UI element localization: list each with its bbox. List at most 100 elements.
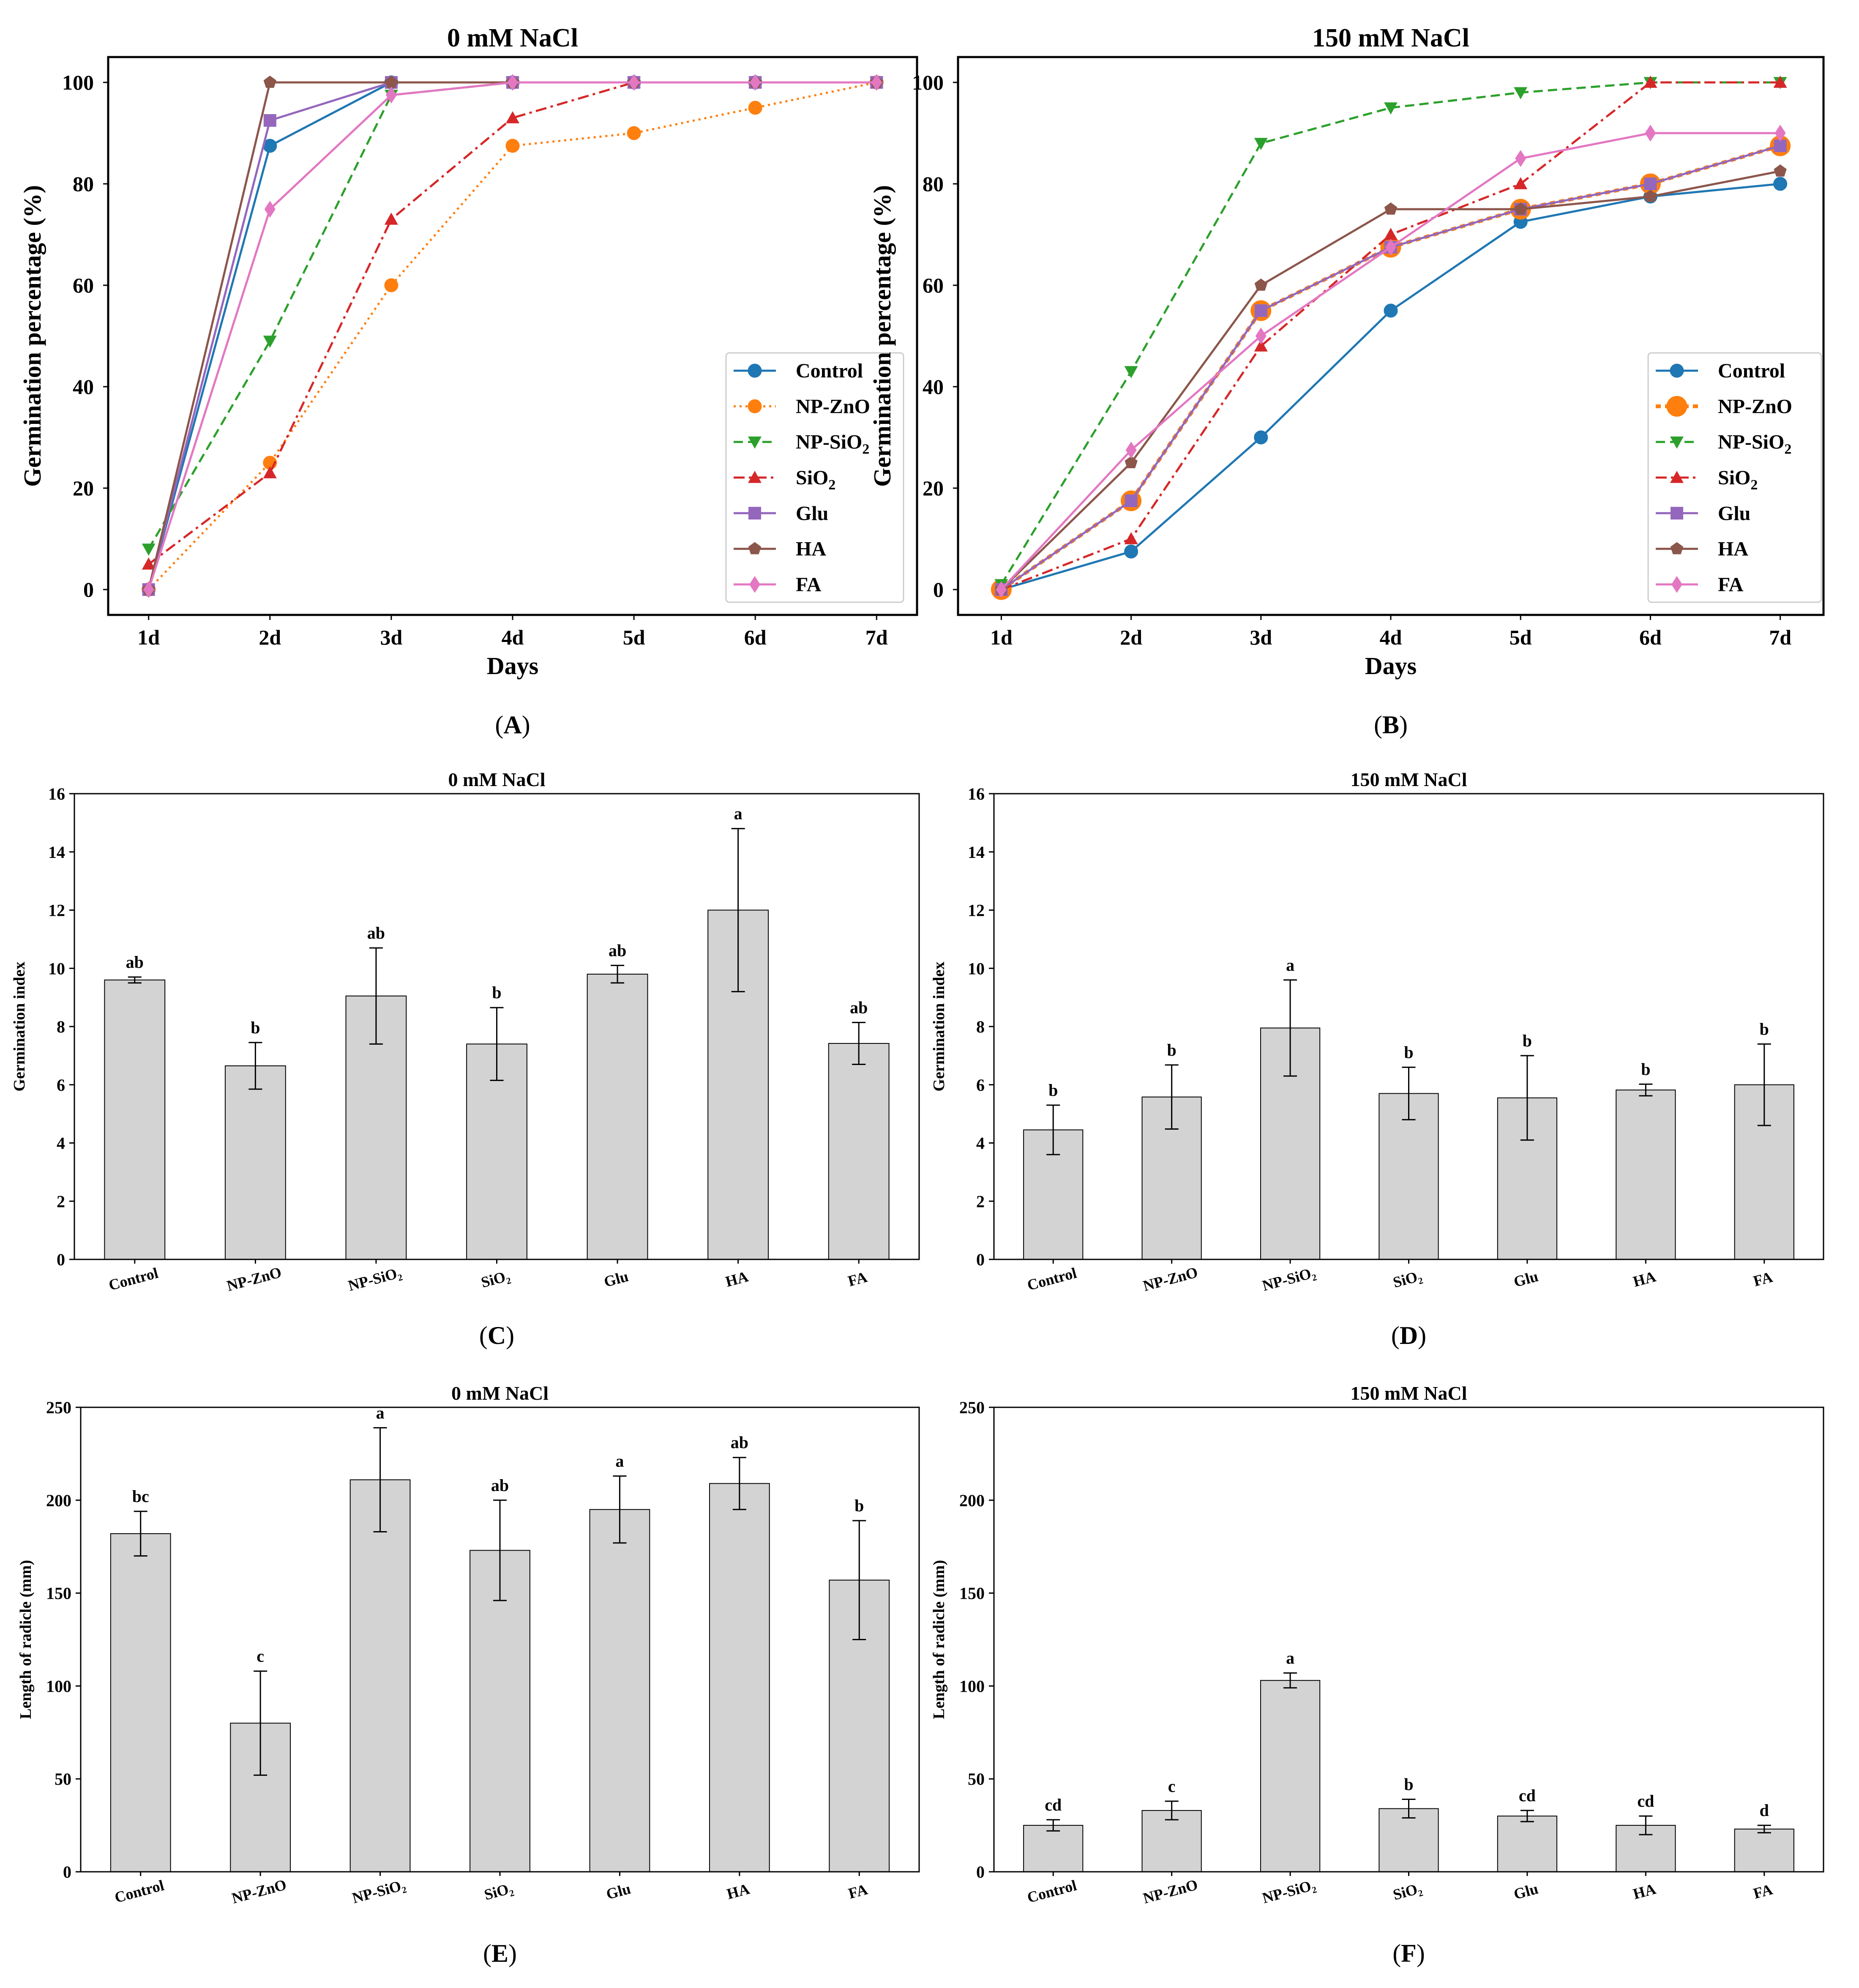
- y-axis-label: Germination percentage (%): [868, 185, 896, 487]
- bar: [589, 1509, 650, 1872]
- legend-label: NP-SiO2: [1718, 431, 1791, 457]
- x-tick-label: HA: [723, 1268, 750, 1290]
- y-tick-label: 60: [73, 273, 94, 297]
- panel-b-chart: 150 mM NaCl Germination percentage (%) Day…: [868, 24, 1825, 739]
- data-point: [264, 201, 276, 218]
- significance-letter: cd: [1637, 1791, 1654, 1810]
- significance-letter: ab: [850, 998, 868, 1017]
- data-point: [142, 543, 156, 556]
- y-tick-label: 250: [46, 1398, 71, 1417]
- legend-label: SiO2: [1718, 467, 1758, 493]
- legend-label: HA: [796, 538, 826, 560]
- legend-label: HA: [1718, 538, 1748, 560]
- x-tick-label: SiO₂: [1391, 1267, 1424, 1291]
- data-point: [1515, 150, 1526, 167]
- legend-swatch-marker: [748, 399, 762, 413]
- legend-label: NP-ZnO: [796, 395, 870, 418]
- legend-swatch-marker: [748, 507, 761, 520]
- y-tick-label: 150: [46, 1584, 71, 1603]
- significance-letter: a: [615, 1452, 624, 1471]
- y-tick-label: 2: [57, 1192, 65, 1211]
- bar: [1734, 1828, 1794, 1873]
- data-point: [750, 74, 761, 91]
- y-tick-label: 100: [959, 1677, 985, 1696]
- x-tick-label: Control: [1025, 1264, 1078, 1294]
- x-tick-label: Glu: [1512, 1268, 1540, 1291]
- series-ha: [995, 164, 1787, 595]
- significance-letter: b: [1404, 1043, 1413, 1062]
- bar: [1497, 1816, 1558, 1873]
- y-tick-label: 6: [976, 1076, 985, 1095]
- x-tick-label: 1d: [990, 625, 1013, 649]
- chart-title: 150 mM NaCl: [1351, 769, 1467, 790]
- y-tick-label: 200: [959, 1491, 985, 1510]
- x-tick-label: HA: [725, 1880, 751, 1903]
- y-tick-label: 16: [48, 784, 65, 803]
- y-tick-label: 10: [48, 959, 65, 978]
- legend: Control NP-ZnO NP-SiO2 SiO2 Glu HA FA: [1647, 352, 1822, 603]
- legend-label: NP-SiO2: [796, 431, 869, 457]
- bar: [1141, 1810, 1202, 1873]
- data-point: [1645, 125, 1656, 142]
- legend-swatch-marker: [748, 363, 762, 378]
- significance-letter: ab: [491, 1476, 509, 1495]
- data-point: [1644, 190, 1657, 202]
- x-tick-label: SiO₂: [1391, 1879, 1424, 1903]
- data-point: [1125, 456, 1138, 468]
- bar: [1023, 1825, 1084, 1873]
- y-axis-label: Length of radicle (mm): [930, 1560, 948, 1719]
- y-tick-label: 50: [968, 1770, 985, 1789]
- data-point: [1124, 366, 1138, 378]
- data-point: [996, 581, 1007, 598]
- bar: [1260, 1680, 1321, 1872]
- data-point: [1254, 339, 1268, 352]
- data-point: [1774, 125, 1786, 142]
- chart-title: 0 mM NaCl: [451, 1382, 549, 1404]
- x-tick-label: Control: [1025, 1877, 1078, 1906]
- y-tick-label: 0: [976, 1250, 985, 1269]
- data-point: [1254, 304, 1267, 317]
- panel-c-chart: 0 mM NaCl Germination index 0 2 4 6 8 10 12 14 16 a…: [11, 769, 920, 1349]
- x-tick-label: 7d: [865, 625, 888, 649]
- x-tick-label: 2d: [1120, 625, 1142, 649]
- significance-letter: ab: [609, 941, 626, 960]
- bar: [587, 974, 648, 1260]
- x-tick-label: 4d: [502, 625, 524, 649]
- x-tick-label: NP-SiO₂: [1261, 1876, 1318, 1906]
- legend-swatch-marker: [1670, 542, 1684, 554]
- data-point: [1514, 87, 1528, 99]
- significance-letter: a: [376, 1403, 385, 1422]
- y-tick-label: 100: [46, 1677, 71, 1696]
- legend: Control NP-ZnO NP-SiO2 SiO2 Glu HA FA: [725, 352, 904, 603]
- panel-label: (E): [483, 1939, 517, 1967]
- significance-letter: ab: [731, 1433, 748, 1452]
- y-tick-label: 8: [57, 1017, 65, 1036]
- x-tick-label: 1d: [137, 625, 160, 649]
- x-tick-label: NP-SiO₂: [350, 1876, 407, 1906]
- panel-label: (F): [1392, 1939, 1425, 1967]
- x-tick-label: 6d: [1639, 625, 1662, 649]
- x-tick-label: HA: [1631, 1880, 1658, 1903]
- significance-letter: b: [1760, 1019, 1769, 1038]
- legend-label: Glu: [796, 502, 828, 524]
- data-point: [143, 581, 154, 598]
- x-tick-label: 3d: [1250, 625, 1272, 649]
- significance-letter: cd: [1519, 1786, 1536, 1805]
- plot-frame: [993, 1406, 1824, 1873]
- significance-letter: a: [1286, 956, 1294, 975]
- legend-swatch-marker: [1670, 471, 1684, 483]
- data-point: [384, 278, 399, 292]
- data-point: [1254, 279, 1267, 291]
- data-point: [263, 114, 276, 127]
- x-tick-label: NP-ZnO: [1141, 1876, 1200, 1907]
- y-tick-label: 100: [62, 71, 94, 94]
- legend-swatch-marker: [749, 576, 760, 593]
- legend-swatch-marker: [748, 542, 762, 554]
- y-tick-label: 150: [959, 1584, 985, 1603]
- significance-letter: c: [1168, 1777, 1176, 1796]
- panel-label: (D): [1391, 1322, 1426, 1349]
- y-tick-label: 20: [73, 476, 94, 500]
- y-tick-label: 50: [55, 1770, 71, 1789]
- x-tick-label: Glu: [1512, 1880, 1540, 1903]
- x-tick-label: Glu: [602, 1268, 630, 1291]
